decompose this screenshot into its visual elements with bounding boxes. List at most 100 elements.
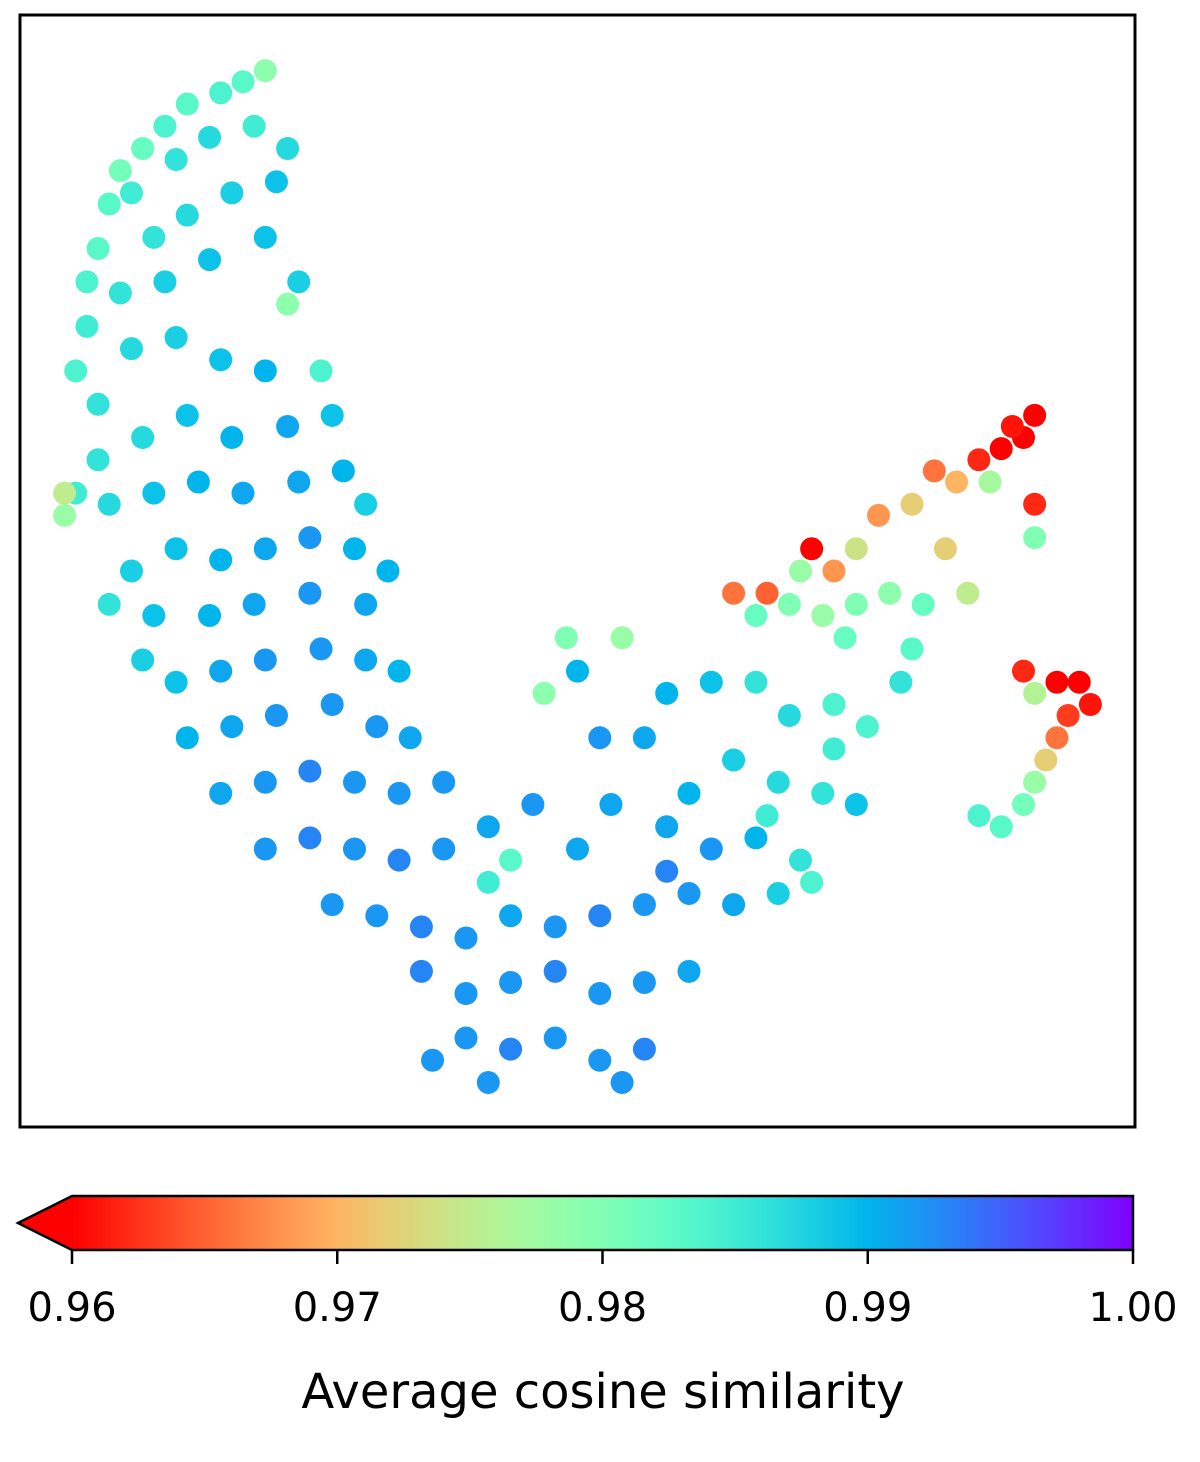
point (209, 348, 233, 372)
point (164, 670, 188, 694)
point (777, 592, 801, 616)
point (632, 1037, 656, 1061)
point (677, 959, 701, 983)
point (766, 881, 790, 905)
point (822, 559, 846, 583)
point (822, 737, 846, 761)
point (97, 492, 121, 516)
point (978, 470, 1002, 494)
point (253, 837, 277, 861)
point (699, 670, 723, 694)
point (1067, 670, 1091, 694)
colorbar-label: Average cosine similarity (301, 1364, 904, 1420)
point (387, 848, 411, 872)
point (175, 92, 199, 116)
point (499, 848, 523, 872)
point (989, 815, 1013, 839)
point (331, 459, 355, 483)
point (53, 503, 77, 527)
point (844, 537, 868, 561)
point (97, 192, 121, 216)
point (933, 537, 957, 561)
point (588, 982, 612, 1006)
point (287, 270, 311, 294)
point (454, 1026, 478, 1050)
point (543, 1026, 567, 1050)
point (766, 770, 790, 794)
point (945, 470, 969, 494)
point (164, 148, 188, 172)
point (209, 548, 233, 572)
point (1023, 526, 1047, 550)
point (86, 392, 110, 416)
point (599, 793, 623, 817)
point (1023, 492, 1047, 516)
point (264, 170, 288, 194)
point (789, 559, 812, 583)
point (967, 804, 991, 828)
point (320, 692, 344, 716)
points (53, 59, 1102, 1095)
point (677, 781, 701, 805)
point (287, 470, 311, 494)
point (499, 970, 523, 994)
point (186, 470, 210, 494)
point (298, 581, 322, 605)
point (632, 893, 656, 917)
point (1078, 692, 1102, 716)
point (253, 537, 277, 561)
point (922, 459, 946, 483)
point (131, 648, 155, 672)
point (532, 681, 556, 705)
point (1045, 726, 1069, 750)
point (543, 915, 567, 939)
point (276, 136, 300, 160)
point (320, 403, 344, 427)
point (900, 492, 924, 516)
point (142, 225, 166, 249)
point (164, 325, 188, 349)
point (566, 837, 589, 861)
point (354, 492, 378, 516)
point (175, 726, 199, 750)
point (365, 904, 389, 928)
point (365, 715, 389, 739)
point (1012, 793, 1035, 817)
point (253, 225, 277, 249)
point (220, 426, 244, 450)
point (956, 581, 980, 605)
point (97, 592, 121, 616)
point (354, 592, 378, 616)
point (343, 537, 366, 561)
point (343, 770, 366, 794)
point (900, 637, 924, 661)
point (822, 692, 846, 716)
point (1023, 681, 1047, 705)
point (86, 237, 110, 261)
point (108, 281, 132, 305)
point (1000, 414, 1024, 438)
point (153, 114, 177, 138)
point (989, 437, 1013, 461)
point (276, 414, 300, 438)
colorbar-extend (18, 1196, 72, 1250)
point (867, 503, 891, 527)
point (699, 837, 723, 861)
point (454, 926, 478, 950)
point (198, 125, 222, 149)
point (242, 114, 266, 138)
point (398, 726, 422, 750)
point (209, 659, 233, 683)
point (309, 637, 333, 661)
point (198, 603, 222, 627)
point (722, 748, 746, 772)
point (499, 1037, 523, 1061)
point (120, 559, 143, 583)
point (320, 893, 344, 917)
point (755, 804, 779, 828)
colorbar-tick-label: 1.00 (1088, 1285, 1177, 1331)
point (911, 592, 935, 616)
point (755, 581, 779, 605)
point (298, 526, 322, 550)
point (108, 159, 132, 183)
